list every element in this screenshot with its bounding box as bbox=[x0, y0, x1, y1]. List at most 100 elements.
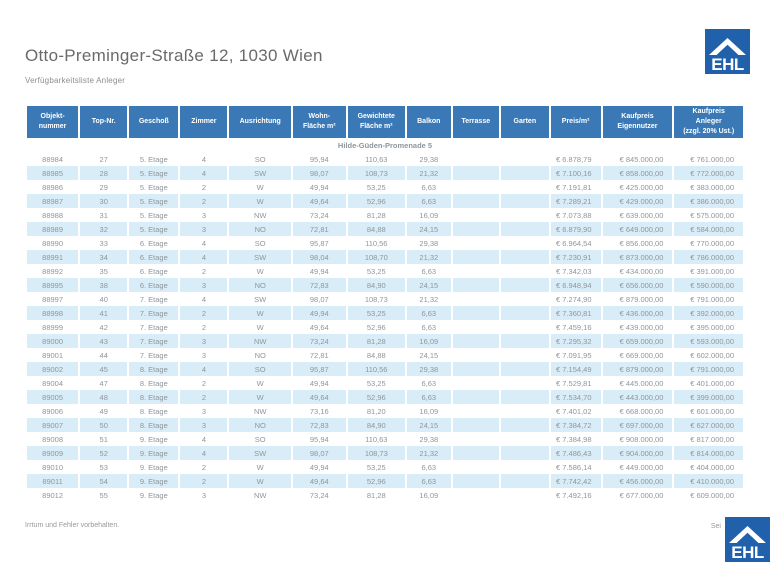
table-cell bbox=[500, 222, 549, 236]
table-cell: € 410.000,00 bbox=[674, 474, 743, 488]
table-cell: SW bbox=[229, 250, 291, 264]
table-cell: 55 bbox=[80, 488, 128, 502]
table-row: 88995 38 6. Etage 3 NO 72,83 84,90 24,15 € 6.948… bbox=[27, 278, 743, 292]
table-cell: € 391.000,00 bbox=[674, 264, 743, 278]
column-header: Zimmer bbox=[180, 106, 228, 138]
table-cell: 52,96 bbox=[347, 320, 405, 334]
table-cell bbox=[500, 348, 549, 362]
table-cell: 52,96 bbox=[347, 194, 405, 208]
table-cell: 21,32 bbox=[407, 292, 451, 306]
table-row: 88985 28 5. Etage 4 SW 98,07 108,73 21,32 € 7.10… bbox=[27, 166, 743, 180]
table-cell: 88999 bbox=[27, 320, 79, 334]
page-subtitle: Verfügbarkeitsliste Anleger bbox=[25, 76, 126, 85]
table-cell bbox=[452, 432, 499, 446]
column-header: Ausrichtung bbox=[229, 106, 291, 138]
table-cell bbox=[500, 180, 549, 194]
table-cell: 4 bbox=[180, 446, 228, 460]
table-cell bbox=[500, 446, 549, 460]
table-cell: € 7.073,88 bbox=[550, 208, 601, 222]
footer-disclaimer: Irrtum und Fehler vorbehalten. bbox=[25, 522, 120, 529]
table-row: 89002 45 8. Etage 4 SO 95,87 110,56 29,38 € 7.15… bbox=[27, 362, 743, 376]
table-row: 89001 44 7. Etage 3 NO 72,81 84,88 24,15 € 7.091… bbox=[27, 348, 743, 362]
table-cell: € 439.000,00 bbox=[602, 320, 673, 334]
table-cell bbox=[452, 376, 499, 390]
table-cell bbox=[500, 208, 549, 222]
table-cell: 52,96 bbox=[347, 474, 405, 488]
table-cell: € 392.000,00 bbox=[674, 306, 743, 320]
roof-icon bbox=[729, 526, 766, 543]
column-header: Geschoß bbox=[129, 106, 179, 138]
table-cell: NO bbox=[229, 278, 291, 292]
table-cell: 84,90 bbox=[347, 278, 405, 292]
table-cell: 81,28 bbox=[347, 208, 405, 222]
table-row: 88989 32 5. Etage 3 NO 72,81 84,88 24,15 € 6.879… bbox=[27, 222, 743, 236]
table-cell: 5. Etage bbox=[129, 222, 179, 236]
table-cell bbox=[452, 446, 499, 460]
table-cell: € 858.000,00 bbox=[602, 166, 673, 180]
table-body: Hilde-Güden-Promenade 5 88984 27 5. Etage 4 S… bbox=[27, 138, 743, 502]
table-cell: 47 bbox=[80, 376, 128, 390]
table-cell bbox=[500, 418, 549, 432]
table-row: 89008 51 9. Etage 4 SO 95,94 110,63 29,38 € 7.38… bbox=[27, 432, 743, 446]
table-cell: 3 bbox=[180, 278, 228, 292]
table-cell: € 659.000,00 bbox=[602, 334, 673, 348]
table-row: 88997 40 7. Etage 4 SW 98,07 108,73 21,32 € 7.27… bbox=[27, 292, 743, 306]
table-cell bbox=[500, 460, 549, 474]
table-cell bbox=[452, 334, 499, 348]
table-cell: NO bbox=[229, 222, 291, 236]
table-cell: SW bbox=[229, 446, 291, 460]
table-row: 89007 50 8. Etage 3 NO 72,83 84,90 24,15 € 7.384… bbox=[27, 418, 743, 432]
table-cell: 89004 bbox=[27, 376, 79, 390]
table-cell: SO bbox=[229, 432, 291, 446]
table-cell: € 7.586,14 bbox=[550, 460, 601, 474]
page-title: Otto-Preminger-Straße 12, 1030 Wien bbox=[25, 46, 323, 65]
table-cell: 73,16 bbox=[293, 404, 346, 418]
table-cell: € 879.000,00 bbox=[602, 292, 673, 306]
table-cell: 53,25 bbox=[347, 264, 405, 278]
table-cell: 3 bbox=[180, 222, 228, 236]
table-cell: 84,90 bbox=[347, 418, 405, 432]
table-cell: 4 bbox=[180, 152, 228, 166]
table-cell: 72,83 bbox=[293, 278, 346, 292]
table-cell: 3 bbox=[180, 404, 228, 418]
table-cell: 108,73 bbox=[347, 446, 405, 460]
table-cell: 88985 bbox=[27, 166, 79, 180]
table-row: 88998 41 7. Etage 2 W 49,94 53,25 6,63 € 7.360,8… bbox=[27, 306, 743, 320]
table-cell: W bbox=[229, 306, 291, 320]
table-row: 88999 42 7. Etage 2 W 49,64 52,96 6,63 € 7.459,1… bbox=[27, 320, 743, 334]
table-cell: 8. Etage bbox=[129, 376, 179, 390]
table-cell: 6,63 bbox=[407, 320, 451, 334]
table-cell: 43 bbox=[80, 334, 128, 348]
table-cell: 89008 bbox=[27, 432, 79, 446]
table-cell: 110,56 bbox=[347, 362, 405, 376]
table-cell: 6,63 bbox=[407, 180, 451, 194]
table-cell: 4 bbox=[180, 362, 228, 376]
table-cell: NW bbox=[229, 404, 291, 418]
table-cell: € 399.000,00 bbox=[674, 390, 743, 404]
table-row: 88984 27 5. Etage 4 SO 95,94 110,63 29,38 € 6.87… bbox=[27, 152, 743, 166]
table-cell: € 649.000,00 bbox=[602, 222, 673, 236]
table-cell: 84,88 bbox=[347, 348, 405, 362]
table-cell: 5. Etage bbox=[129, 152, 179, 166]
table-cell bbox=[500, 320, 549, 334]
table-cell bbox=[452, 180, 499, 194]
table-cell: € 904.000,00 bbox=[602, 446, 673, 460]
table-cell: 88988 bbox=[27, 208, 79, 222]
table-cell: 35 bbox=[80, 264, 128, 278]
table-cell: 2 bbox=[180, 306, 228, 320]
table-cell: € 456.000,00 bbox=[602, 474, 673, 488]
roof-icon bbox=[709, 38, 746, 55]
table-cell: 29,38 bbox=[407, 432, 451, 446]
table-cell: 29,38 bbox=[407, 236, 451, 250]
table-cell: 29,38 bbox=[407, 152, 451, 166]
table-cell: W bbox=[229, 376, 291, 390]
table-cell: € 429.000,00 bbox=[602, 194, 673, 208]
table-cell bbox=[500, 194, 549, 208]
table-cell bbox=[452, 166, 499, 180]
table-cell: 98,07 bbox=[293, 446, 346, 460]
table-cell: € 386.000,00 bbox=[674, 194, 743, 208]
table-cell: 95,94 bbox=[293, 432, 346, 446]
table-cell: € 856.000,00 bbox=[602, 236, 673, 250]
table-cell: 34 bbox=[80, 250, 128, 264]
table-cell: 95,87 bbox=[293, 362, 346, 376]
